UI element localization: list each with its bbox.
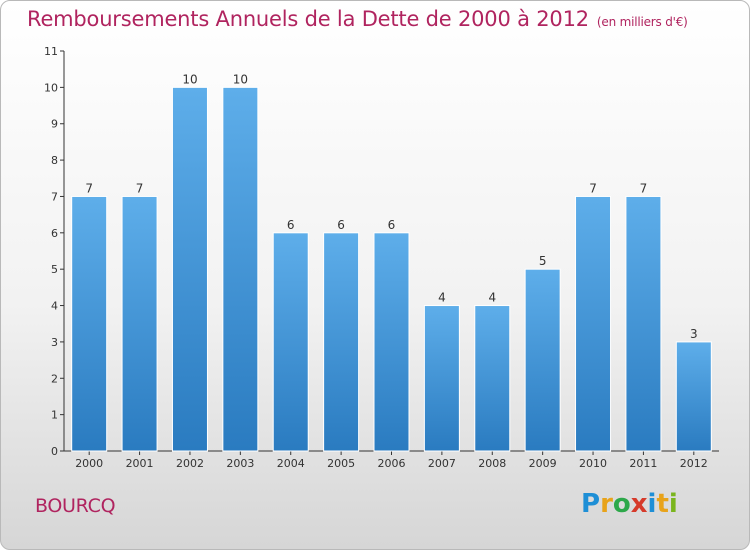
bar-2006: [373, 232, 410, 452]
data-label-2000: 7: [85, 181, 93, 195]
bar-2009: [524, 268, 561, 452]
y-tick-label: 8: [51, 154, 58, 167]
y-tick-label: 11: [44, 45, 58, 58]
x-tick-label-2002: 2002: [176, 457, 204, 470]
x-tick-label-2012: 2012: [680, 457, 708, 470]
chart-bars: [71, 86, 712, 452]
chart-title: Remboursements Annuels de la Dette de 20…: [27, 7, 688, 31]
y-tick-label: 5: [51, 263, 58, 276]
y-tick-label: 4: [51, 300, 58, 313]
logo-letter: i: [647, 489, 657, 519]
y-tick-label: 6: [51, 227, 58, 240]
chart-title-text: Remboursements Annuels de la Dette de 20…: [27, 7, 589, 31]
y-tick-label: 9: [51, 118, 58, 131]
data-label-2006: 6: [388, 218, 396, 232]
data-label-2012: 3: [690, 327, 698, 341]
bar-2004: [272, 232, 309, 452]
bar-2007: [423, 305, 460, 452]
logo-letter: o: [612, 489, 631, 519]
x-tick-label-2006: 2006: [378, 457, 406, 470]
y-tick-label: 0: [51, 445, 58, 458]
data-label-2007: 4: [438, 291, 446, 305]
bar-2005: [323, 232, 360, 452]
data-label-2004: 6: [287, 218, 295, 232]
bar-2012: [675, 341, 712, 452]
x-tick-label-2007: 2007: [428, 457, 456, 470]
x-tick-label-2000: 2000: [75, 457, 103, 470]
x-tick-label-2011: 2011: [629, 457, 657, 470]
data-label-2003: 10: [233, 72, 248, 86]
bar-2010: [575, 195, 612, 452]
bar-2003: [222, 86, 259, 452]
y-tick-label: 10: [44, 81, 58, 94]
data-label-2005: 6: [337, 218, 345, 232]
bar-2008: [474, 305, 511, 452]
x-tick-label-2004: 2004: [277, 457, 305, 470]
commune-name: BOURCQ: [35, 495, 116, 517]
bar-2011: [625, 195, 662, 452]
data-label-2001: 7: [136, 181, 144, 195]
x-tick-label-2009: 2009: [529, 457, 557, 470]
y-tick-label: 2: [51, 372, 58, 385]
chart-labels: 2000 7 2001 7 2002 10 2003 10 2004 6 2005 6 2006 6 200…: [75, 72, 708, 470]
y-tick-label: 1: [51, 409, 58, 422]
data-label-2010: 7: [589, 181, 597, 195]
data-label-2011: 7: [640, 181, 648, 195]
data-label-2002: 10: [182, 72, 197, 86]
y-tick-label: 3: [51, 336, 58, 349]
proxiti-logo: Proxiti: [581, 489, 678, 519]
y-tick-label: 7: [51, 190, 58, 203]
x-tick-label-2003: 2003: [226, 457, 254, 470]
x-tick-label-2001: 2001: [126, 457, 154, 470]
x-tick-label-2008: 2008: [478, 457, 506, 470]
logo-letter: t: [656, 489, 669, 519]
logo-letter: P: [581, 489, 601, 519]
logo-letter: x: [630, 489, 648, 519]
x-tick-label-2010: 2010: [579, 457, 607, 470]
logo-letter: r: [600, 489, 613, 519]
x-tick-label-2005: 2005: [327, 457, 355, 470]
data-label-2008: 4: [488, 291, 496, 305]
bar-2002: [171, 86, 208, 452]
bar-2000: [71, 195, 108, 452]
bar-2001: [121, 195, 158, 452]
chart-subtitle: (en milliers d'€): [596, 15, 688, 29]
data-label-2009: 5: [539, 254, 547, 268]
logo-letter: i: [668, 489, 678, 519]
